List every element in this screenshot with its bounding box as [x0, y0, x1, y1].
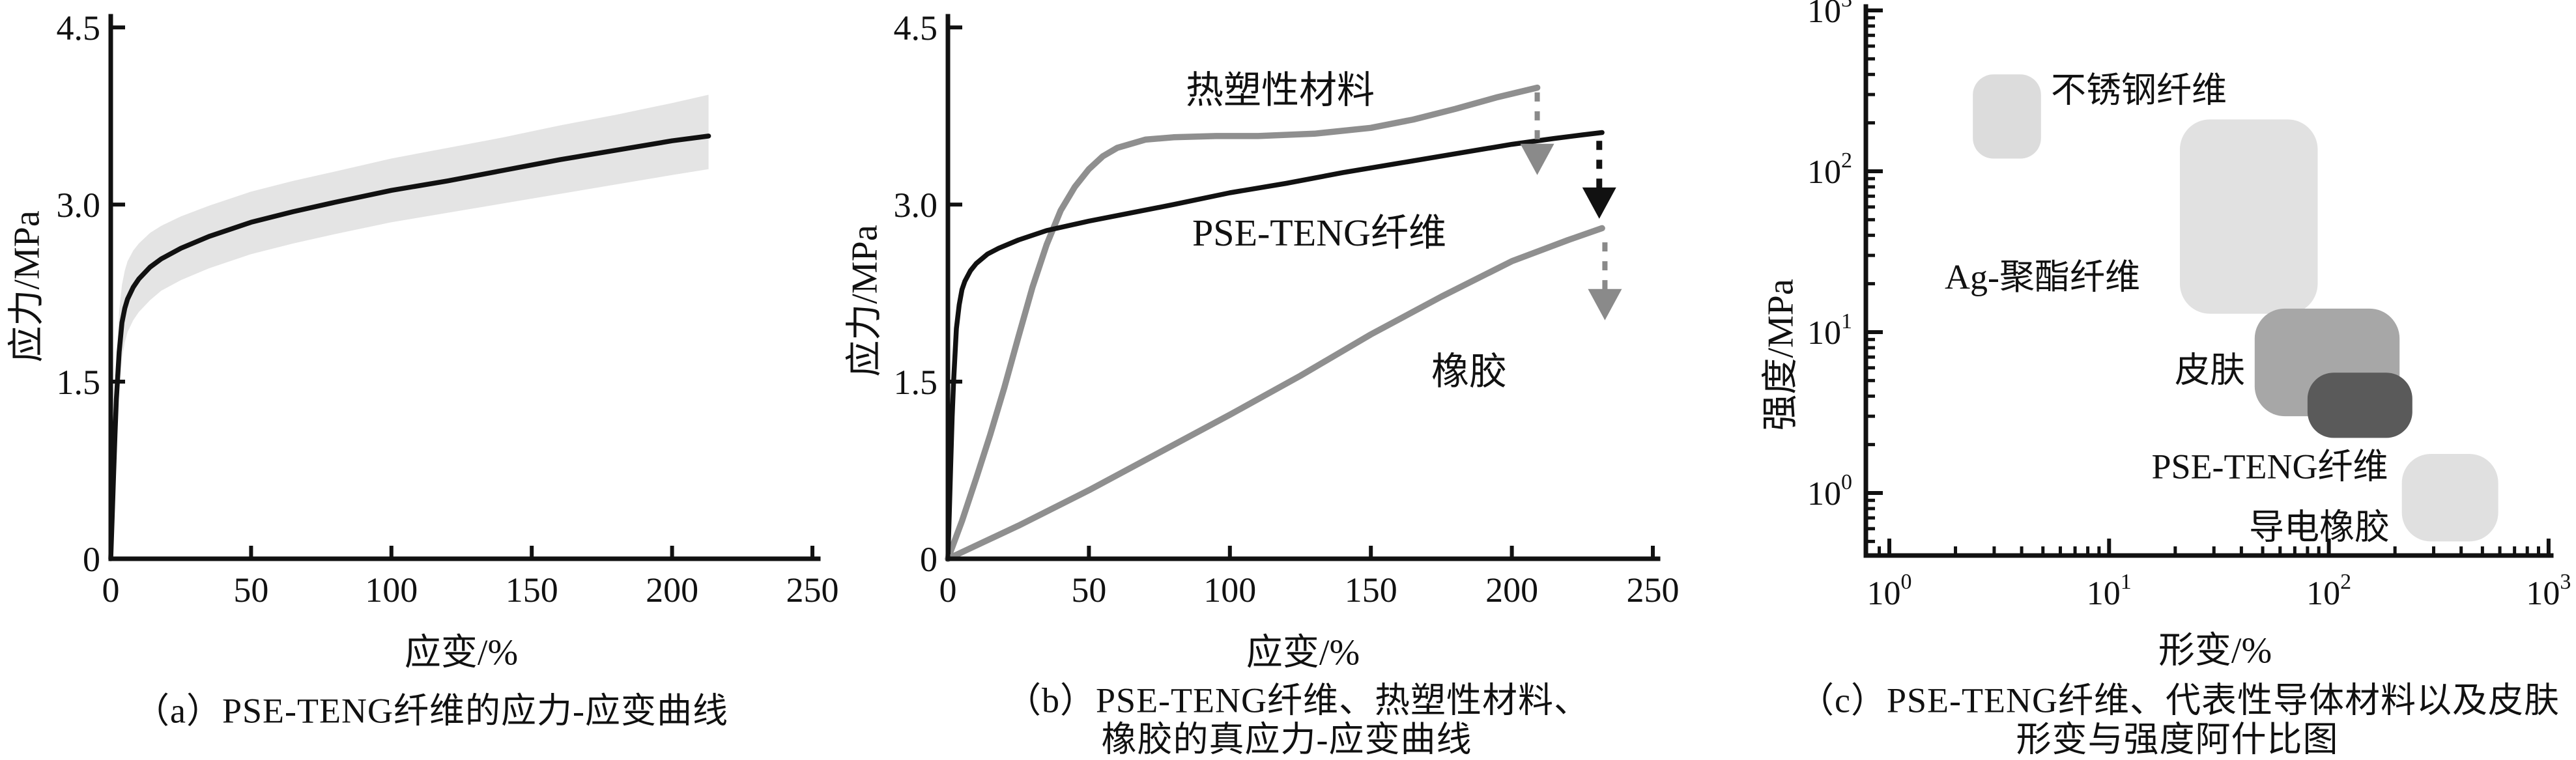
panel-b-true-stress-strain-plot: 0 50 100 150 200 250 0 1.5 3.0 4.5: [894, 8, 1680, 610]
bubble-0: [1973, 74, 2041, 159]
x-tick-label: 250: [1627, 570, 1680, 610]
axes: [108, 14, 821, 561]
x-tick-label: 100: [365, 570, 418, 610]
fracture-arrow-head-2: [1588, 289, 1622, 320]
panel-a-y-axis-label: 应力/MPa: [7, 210, 48, 363]
panel-b-y-axis-label: 应力/MPa: [844, 225, 885, 377]
y-tick-label: 100: [1807, 470, 1852, 513]
panel-c-x-axis-label: 形变/%: [2158, 630, 2272, 671]
panel-b-x-axis-label: 应变/%: [1246, 632, 1360, 673]
x-tick-label: 101: [2087, 570, 2132, 612]
y-tick-label: 103: [1807, 0, 1852, 30]
y-tick-label: 102: [1807, 148, 1852, 191]
x-tick-label: 102: [2306, 570, 2351, 612]
y-tick-label: 3.0: [894, 186, 938, 225]
bubble-label-ag-polyester-fiber: Ag-聚酯纤维: [1945, 257, 2140, 297]
curve-label-pse-teng-fiber: PSE-TENG纤维: [1192, 212, 1446, 254]
x-tick-label: 50: [1071, 570, 1106, 610]
x-tick-label: 100: [1203, 570, 1256, 610]
curve-2: [945, 225, 1605, 562]
x-tick-label: 150: [1345, 570, 1397, 610]
y-tick-label: 101: [1807, 309, 1852, 352]
y-tick-label: 3.0: [57, 186, 101, 225]
x-tick-label: 200: [1485, 570, 1538, 610]
x-tick-label: 100: [1867, 570, 1912, 612]
axes: [1863, 4, 2554, 558]
panel-c-caption-line2: 形变与强度阿什比图: [2016, 720, 2339, 759]
bubble-3: [2307, 373, 2412, 438]
curve-label-rubber: 橡胶: [1431, 350, 1508, 393]
panel-a-caption: （a）PSE-TENG纤维的应力-应变曲线: [134, 691, 728, 731]
axes: [945, 14, 1661, 561]
x-tick-label: 0: [102, 570, 120, 610]
y-tick-label: 0: [920, 540, 937, 579]
bubble-1: [2180, 119, 2318, 314]
panel-a-x-axis-label: 应变/%: [404, 632, 519, 673]
y-tick-label: 1.5: [57, 363, 101, 402]
bubble-label-stainless-steel-fiber: 不锈钢纤维: [2051, 70, 2227, 110]
y-tick-label: 4.5: [894, 8, 938, 48]
uncertainty-band: [111, 94, 709, 559]
panel-c-y-axis-label: 强度/MPa: [1760, 279, 1801, 431]
panel-a-stress-strain-plot: 0 50 100 150 200 250 0 1.5 3.0 4.5: [57, 8, 839, 610]
x-tick-label: 150: [506, 570, 558, 610]
y-tick-label: 4.5: [57, 8, 101, 48]
x-tick-label: 50: [233, 570, 268, 610]
x-tick-label: 0: [939, 570, 957, 610]
bubble-label-conductive-rubber: 导电橡胶: [2249, 507, 2390, 547]
curve-1: [945, 130, 1605, 561]
y-tick-label: 1.5: [894, 363, 938, 402]
x-tick-label: 200: [646, 570, 698, 610]
x-tick-label: 250: [786, 570, 839, 610]
panel-c-caption-line1: （c）PSE-TENG纤维、代表性导体材料以及皮肤: [1799, 681, 2560, 720]
bubble-label-skin: 皮肤: [2175, 350, 2245, 390]
bubble-label-pse-teng-fiber: PSE-TENG纤维: [2151, 447, 2388, 486]
bubble-4: [2401, 454, 2498, 542]
y-tick-label: 0: [83, 540, 100, 579]
curve-0: [945, 84, 1541, 562]
x-tick-label: 103: [2526, 570, 2571, 612]
curve-0: [108, 134, 711, 561]
panel-b-caption-line2: 橡胶的真应力-应变曲线: [1101, 720, 1472, 759]
fracture-arrow-head-1: [1582, 187, 1616, 219]
curve-label-thermoplastic: 热塑性材料: [1185, 69, 1375, 111]
fracture-arrow-head-0: [1520, 143, 1554, 175]
panel-b-caption-line1: （b）PSE-TENG纤维、热塑性材料、: [1006, 681, 1590, 720]
